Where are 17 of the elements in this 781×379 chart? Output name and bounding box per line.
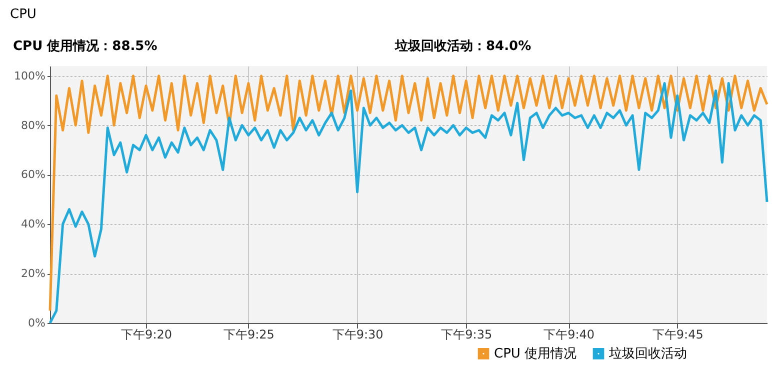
y-tick-label: 40%	[21, 218, 46, 231]
y-tick-label: 100%	[14, 69, 46, 82]
x-tick-label: 下午9:20	[121, 328, 172, 342]
y-tick-label: 60%	[21, 168, 46, 182]
chart-title: CPU	[10, 7, 36, 22]
x-tick-label: 下午9:45	[652, 328, 704, 342]
x-tick-label: 下午9:40	[544, 328, 595, 342]
x-tick-label: 下午9:25	[223, 328, 274, 342]
y-tick-label: 20%	[21, 267, 46, 280]
x-tick-label: 下午9:30	[332, 328, 384, 342]
y-tick-label: 0%	[28, 316, 46, 330]
x-tick-label: 下午9:35	[441, 328, 492, 342]
y-tick-label: 80%	[21, 118, 46, 132]
legend-label: 垃圾回收活动	[608, 346, 687, 362]
legend-label: CPU 使用情况	[494, 346, 577, 362]
text: 垃圾回收活动：84.0%	[394, 38, 532, 54]
text: CPU 使用情况：88.5%	[13, 39, 158, 54]
